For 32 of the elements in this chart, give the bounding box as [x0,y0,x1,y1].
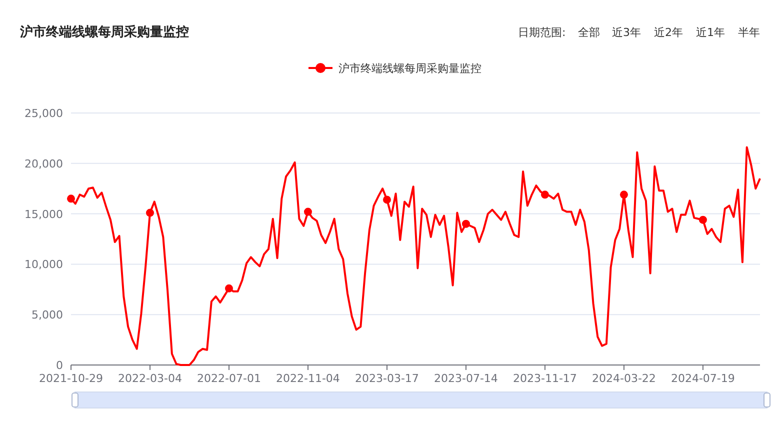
y-tick-label: 10,000 [24,258,63,272]
point [698,216,707,224]
x-tick-label: 2023-03-17 [355,372,419,385]
point [462,220,470,228]
point [146,208,154,217]
y-tick-label: 20,000 [24,157,63,170]
text: 日期范围: [518,26,566,39]
point [540,190,549,199]
chart-title: 沪市终端线螺每周采购量监控 [19,24,189,40]
legend-label: 沪市终端线螺每周采购量监控 [338,62,482,75]
text: 半年 [738,26,760,39]
x-tick-label: 2023-11-17 [512,372,577,385]
x-tick-label: 2024-07-19 [670,372,735,385]
x-tick-label: 2023-07-14 [434,372,498,385]
point [67,194,75,203]
text: 全部 [578,26,600,39]
point [382,196,391,204]
y-tick-label: 25,000 [24,107,63,120]
y-tick-label: 15,000 [24,208,63,221]
x-tick-label: 2022-07-01 [197,372,261,385]
x-tick-label: 2024-03-22 [592,372,656,385]
point [620,190,628,199]
y-tick-label: 5,000 [32,308,63,322]
x-tick-label: 2022-11-04 [276,372,340,385]
point [304,208,312,216]
text: 近1年 [696,26,725,39]
x-tick-label: 2022-03-04 [118,372,182,385]
text: 近3年 [612,26,641,39]
x-tick-label: 2021-10-29 [39,372,103,385]
text: 近2年 [654,26,683,39]
point [224,284,233,292]
y-tick-label: 0 [56,359,63,372]
